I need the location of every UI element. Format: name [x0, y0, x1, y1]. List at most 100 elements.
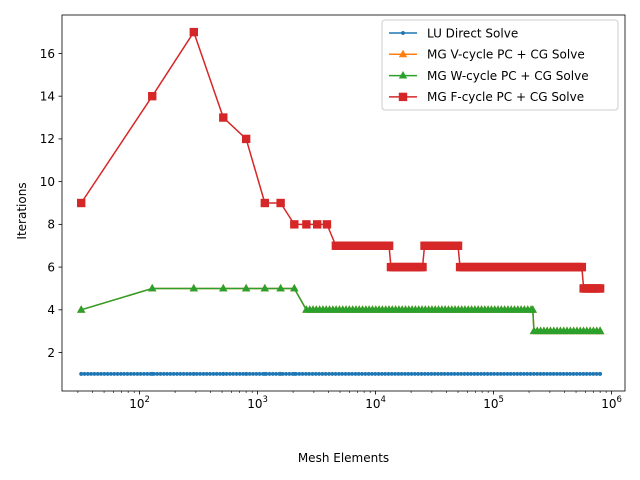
series-1-seg-1-point-19 — [138, 371, 143, 376]
series-1-seg-1-point-58 — [267, 371, 272, 376]
series-1-seg-1-point-50 — [241, 371, 246, 376]
x-tick-label-4: 105 — [483, 395, 504, 411]
y-tick-label-5: 10 — [40, 175, 55, 189]
series-4-point-7 — [276, 198, 285, 208]
series-1-seg-1-point-117 — [462, 371, 467, 376]
legend-label-4: MG F-cycle PC + CG Solve — [427, 90, 584, 104]
series-1-seg-1-point-8 — [102, 371, 107, 376]
series-1-seg-1-point-20 — [141, 371, 146, 376]
x-axis: 102 103 104 105 106 — [77, 391, 622, 411]
x-tick-label-2: 103 — [247, 395, 268, 411]
series-1-seg-1-point-85 — [356, 371, 361, 376]
series-1-seg-1-point-94 — [386, 371, 391, 376]
x-tick-label-3: 104 — [365, 395, 386, 411]
series-1-seg-1-point-113 — [449, 371, 454, 376]
series-1-seg-1-point-81 — [343, 371, 348, 376]
series-1-seg-1-point-135 — [521, 371, 526, 376]
series-1-seg-1-point-146 — [558, 371, 563, 376]
series-1-seg-1-point-121 — [475, 371, 480, 376]
x-tick-label-5: 106 — [601, 395, 622, 411]
series-1-seg-1-point-71 — [310, 371, 315, 376]
series-1-seg-1-point-74 — [320, 371, 325, 376]
series-1-seg-1-point-132 — [511, 371, 517, 376]
y-tick-label-3: 6 — [47, 260, 55, 274]
series-1-seg-1-point-127 — [495, 371, 500, 376]
series-1-seg-1-point-139 — [535, 371, 540, 376]
series-1-seg-1-point-109 — [435, 371, 441, 376]
series-1-seg-1-point-47 — [231, 371, 236, 376]
series-1-seg-1-point-98 — [399, 371, 404, 376]
series-1-seg-1-point-12 — [115, 371, 120, 376]
series-4-point-8 — [290, 220, 299, 229]
series-1-seg-1-point-80 — [340, 371, 345, 376]
legend-entry-3: MG W-cycle PC + CG Solve — [389, 69, 589, 83]
series-1-seg-1-point-83 — [350, 371, 355, 376]
series-1-seg-1-point-119 — [469, 371, 474, 376]
series-1-seg-1-point-78 — [333, 371, 338, 376]
y-tick-label-7: 14 — [40, 89, 55, 103]
series-1-seg-1-point-131 — [508, 371, 513, 376]
legend-entry-2: MG V-cycle PC + CG Solve — [389, 48, 585, 62]
series-1-seg-1-point-140 — [538, 371, 543, 376]
series-1-seg-1-point-79 — [336, 371, 341, 376]
series-1-seg-1-point-93 — [383, 371, 388, 376]
legend-swatch-marker-1 — [400, 30, 406, 36]
series-4-seg-1-end-point — [384, 241, 394, 250]
x-tick-label-1: 102 — [129, 395, 150, 411]
series-1-seg-1-point-45 — [224, 371, 229, 376]
series-1-seg-1-point-82 — [346, 371, 351, 376]
series-1-seg-1-point-72 — [313, 371, 318, 376]
series-1-seg-1-point-43 — [217, 371, 222, 376]
series-1-seg-1-point-144 — [551, 371, 556, 376]
series-1-seg-1-point-16 — [128, 371, 133, 376]
plot-frame — [61, 14, 626, 392]
series-1-seg-1-point-134 — [518, 371, 523, 376]
series-1-seg-1-point-111 — [442, 371, 447, 376]
series-1-seg-1-point-5 — [92, 371, 97, 376]
series-1-seg-1-point-24 — [155, 371, 160, 376]
series-1-seg-1-point-36 — [194, 371, 199, 376]
series-1-seg-1-point-145 — [554, 371, 559, 376]
series-1-seg-1-point-88 — [366, 371, 371, 376]
series-1-seg-1-point-150 — [571, 371, 576, 376]
series-4-point-3 — [189, 27, 198, 37]
series-1-seg-1-point-84 — [353, 371, 358, 376]
series-1-seg-1-point-75 — [323, 371, 328, 376]
series-4-point-4 — [219, 113, 228, 122]
series-1-seg-1-point-31 — [178, 371, 183, 376]
series-4-point-10 — [312, 220, 322, 229]
series-1-seg-1-point-92 — [379, 371, 384, 376]
series-4-point-2 — [148, 91, 157, 101]
series-1-seg-1-point-125 — [488, 371, 493, 376]
series-1-seg-1-point-17 — [132, 371, 137, 376]
series-1-seg-1-point-55 — [257, 371, 262, 376]
series-1-seg-1-point-130 — [505, 371, 510, 376]
series-3-point-8 — [290, 283, 299, 292]
series-1-seg-1-point-52 — [247, 371, 252, 376]
series-1-seg-1-point-56 — [260, 371, 265, 376]
series-1-seg-1-point-37 — [198, 371, 203, 376]
series-1-seg-1-point-28 — [168, 371, 173, 376]
series-1-seg-1-point-34 — [188, 371, 193, 376]
series-1-seg-1-point-27 — [165, 371, 170, 376]
series-1-seg-1-point-96 — [393, 371, 398, 376]
series-1-seg-1-point-51 — [244, 371, 249, 376]
series-1-seg-1-point-155 — [587, 371, 592, 376]
series-1-seg-1-point-57 — [264, 371, 269, 376]
series-1-seg-1-point-90 — [373, 371, 378, 376]
series-3-point-7 — [276, 283, 285, 292]
series-1-seg-1-point-7 — [99, 371, 104, 376]
legend-swatch-marker-2 — [398, 49, 408, 58]
series-1-seg-1-point-10 — [108, 371, 113, 376]
legend-entry-4: MG F-cycle PC + CG Solve — [389, 90, 584, 104]
series-1-seg-1-point-157 — [594, 371, 599, 376]
series-1-seg-1-point-97 — [396, 371, 401, 376]
series-3 — [77, 283, 605, 335]
series-1-seg-1-point-154 — [584, 371, 589, 376]
series-1-seg-1-end-point — [598, 371, 603, 376]
series-1-seg-1-point-86 — [360, 371, 365, 376]
series-1-seg-1-point-66 — [293, 371, 298, 376]
series-1-seg-1-point-76 — [326, 371, 331, 376]
series-1-seg-1-point-25 — [158, 371, 163, 376]
